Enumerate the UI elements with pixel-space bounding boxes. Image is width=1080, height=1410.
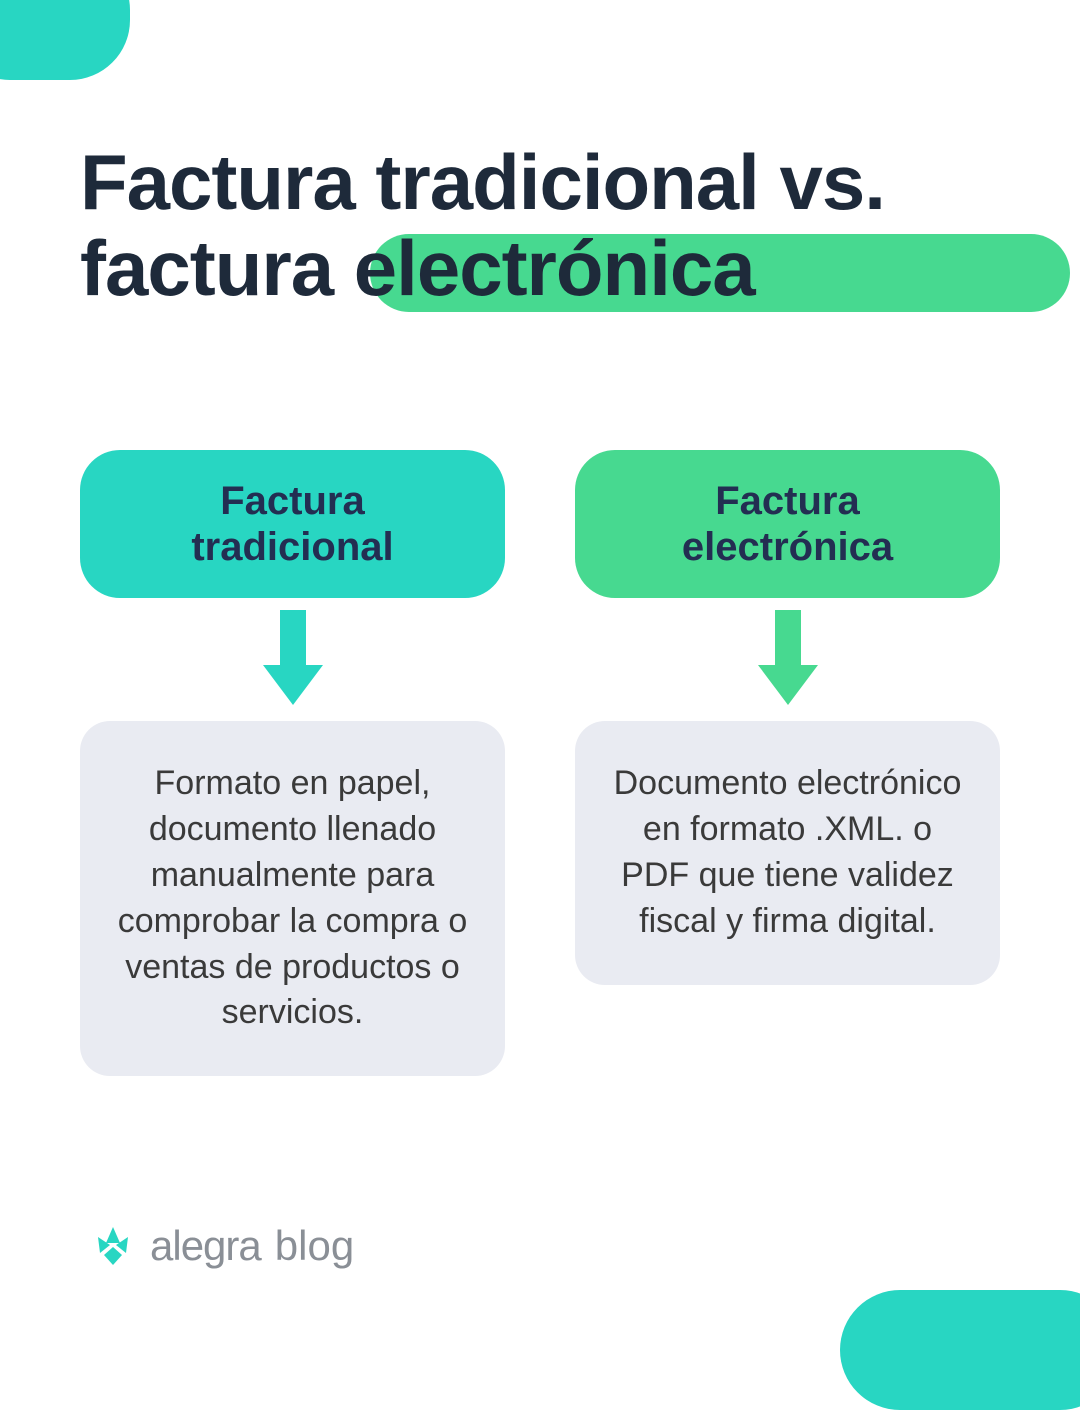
logo-suffix-text: blog — [275, 1222, 354, 1270]
header-label: Facturaelectrónica — [615, 478, 960, 570]
title-block: Factura tradicional vs. factura electrón… — [80, 140, 1060, 312]
description-text: Documento electrónico en formato .XML. o… — [605, 761, 970, 945]
logo: alegra blog — [90, 1222, 354, 1270]
arrow-down-icon — [258, 610, 328, 715]
column-electronic: Facturaelectrónica Documento electrónico… — [575, 450, 1000, 1076]
title-line2-highlight: electrónica — [354, 224, 755, 312]
description-box-traditional: Formato en papel, documento llenado manu… — [80, 721, 505, 1076]
title-line1: Factura tradicional vs. — [80, 140, 1060, 226]
description-text: Formato en papel, documento llenado manu… — [110, 761, 475, 1036]
description-box-electronic: Documento electrónico en formato .XML. o… — [575, 721, 1000, 985]
title-line2-prefix: factura — [80, 224, 354, 312]
header-label: Facturatradicional — [120, 478, 465, 570]
columns-container: Facturatradicional Formato en papel, doc… — [80, 450, 1000, 1076]
header-electronic: Facturaelectrónica — [575, 450, 1000, 598]
corner-decoration-top — [0, 0, 130, 80]
column-traditional: Facturatradicional Formato en papel, doc… — [80, 450, 505, 1076]
header-traditional: Facturatradicional — [80, 450, 505, 598]
arrow-down-icon — [753, 610, 823, 715]
title-line2: factura electrónica — [80, 226, 755, 312]
logo-icon — [90, 1223, 136, 1269]
logo-brand-text: alegra — [150, 1222, 261, 1270]
corner-decoration-bottom — [840, 1290, 1080, 1410]
